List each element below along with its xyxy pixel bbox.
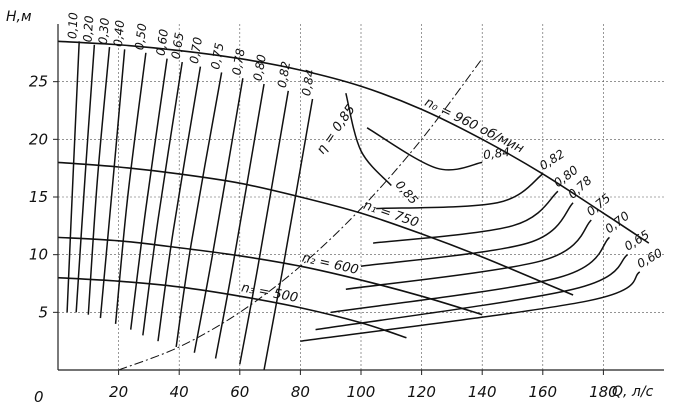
efficiency-contour bbox=[75, 44, 96, 313]
efficiency-contour bbox=[175, 72, 223, 348]
efficiency-contour-label: 0,70 bbox=[187, 36, 205, 65]
efficiency-contour bbox=[66, 41, 80, 313]
efficiency-contour bbox=[99, 49, 126, 319]
x-tick-label: 20 bbox=[109, 383, 128, 401]
speed-curve bbox=[57, 161, 574, 296]
efficiency-contour bbox=[360, 202, 574, 267]
efficiency-contour-label: 0,30 bbox=[96, 17, 112, 45]
efficiency-contour bbox=[193, 78, 244, 353]
efficiency-contour-label: 0,50 bbox=[132, 22, 149, 51]
efficiency-contour bbox=[300, 271, 641, 342]
efficiency-contour bbox=[366, 127, 483, 171]
efficiency-contour bbox=[376, 173, 544, 210]
efficiency-contour-label: 0,65 bbox=[622, 227, 652, 253]
efficiency-contour bbox=[263, 98, 314, 371]
x-tick-label: 140 bbox=[468, 383, 497, 401]
efficiency-contour-label: 0,82 bbox=[275, 60, 293, 89]
efficiency-contour-label: 0,75 bbox=[208, 42, 226, 71]
efficiency-contour-label: 0,10 bbox=[65, 12, 80, 40]
efficiency-symbol-label: η = 0,85 bbox=[314, 102, 359, 157]
efficiency-contour-label: 0,60 bbox=[153, 28, 171, 57]
y-tick-label: 10 bbox=[29, 246, 48, 264]
speed-curves bbox=[57, 40, 650, 339]
x-tick-label: 180 bbox=[589, 383, 618, 401]
efficiency-contour-label: 0,85 bbox=[393, 178, 421, 207]
efficiency-contour-label: 0,70 bbox=[602, 208, 632, 236]
x-axis-title: Q, л/с bbox=[612, 384, 654, 400]
speed-curve bbox=[57, 40, 650, 244]
efficiency-contour bbox=[345, 219, 592, 291]
efficiency-contour-label: 0,78 bbox=[229, 47, 247, 76]
efficiency-contour-label: 0,65 bbox=[169, 32, 187, 61]
efficiency-contour bbox=[239, 90, 290, 365]
efficiency-contour bbox=[142, 61, 183, 336]
axes bbox=[53, 24, 664, 375]
efficiency-contour-label: 0,60 bbox=[635, 246, 665, 271]
efficiency-contour bbox=[157, 66, 202, 342]
x-tick-label: 40 bbox=[170, 383, 189, 401]
y-tick-label: 25 bbox=[29, 73, 48, 91]
efficiency-contour-label: 0,84 bbox=[299, 68, 317, 97]
efficiency-contour bbox=[345, 93, 392, 186]
efficiency-contour bbox=[129, 58, 168, 330]
efficiency-contour bbox=[214, 83, 265, 359]
y-axis-title: H,м bbox=[6, 9, 32, 25]
efficiency-contour-label: 0,40 bbox=[111, 19, 127, 47]
y-tick-label: 15 bbox=[29, 188, 48, 206]
y-tick-label: 20 bbox=[29, 130, 48, 148]
labels: H,м Q, л/с 0 20 40 60 80 100 120 140 160 180 5 10 1… bbox=[6, 9, 665, 406]
x-tick-label: 80 bbox=[291, 383, 310, 401]
efficiency-contour bbox=[330, 236, 610, 314]
x-tick-label: 120 bbox=[407, 383, 436, 401]
efficiency-contour-label: 0,20 bbox=[81, 15, 97, 43]
efficiency-contour-label: 0,84 bbox=[482, 145, 510, 162]
system-curve bbox=[118, 58, 483, 371]
origin-label: 0 bbox=[34, 388, 44, 406]
efficiency-contour-label: 0,80 bbox=[251, 53, 269, 82]
system-curve-layer bbox=[118, 58, 483, 371]
grid bbox=[58, 24, 664, 370]
y-tick-label: 5 bbox=[38, 303, 48, 321]
efficiency-contour bbox=[315, 254, 629, 331]
efficiency-contour bbox=[373, 190, 559, 244]
speed-curve bbox=[57, 276, 407, 339]
efficiency-contour bbox=[114, 52, 147, 324]
efficiency-contour bbox=[87, 46, 111, 315]
x-tick-label: 160 bbox=[528, 383, 557, 401]
x-tick-label: 100 bbox=[347, 383, 376, 401]
speed-curve bbox=[57, 236, 483, 316]
x-tick-label: 60 bbox=[230, 383, 249, 401]
speed-curve-label: n₀ = 960 об/мин bbox=[422, 95, 526, 157]
efficiency-contours bbox=[66, 41, 641, 371]
efficiency-contour-label: 0,75 bbox=[584, 191, 613, 219]
